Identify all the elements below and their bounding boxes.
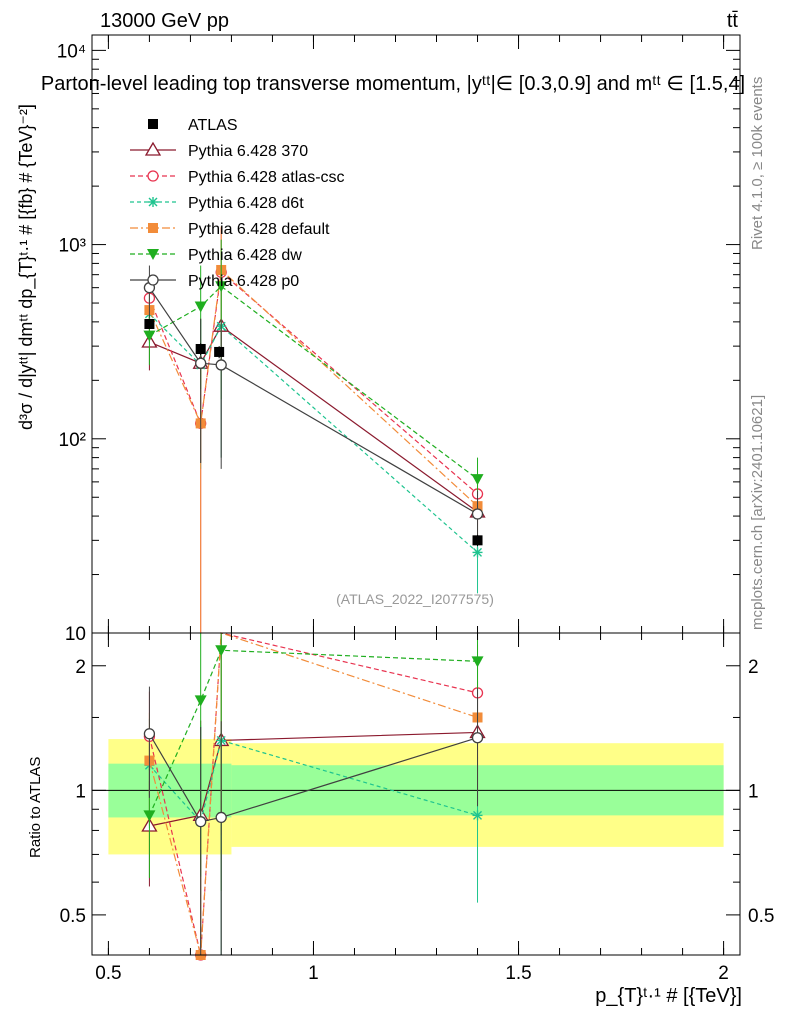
legend-marker-ATLAS: [148, 119, 158, 129]
line-p0: [148, 287, 478, 515]
legend-entry-p370: Pythia 6.428 370: [130, 141, 308, 160]
legend-label-p370: Pythia 6.428 370: [188, 143, 308, 160]
point-p0: [195, 357, 207, 369]
plot-title: Parton-level leading top transverse mome…: [41, 73, 745, 95]
ratio-point-d6t: [472, 810, 483, 821]
point-ATLAS: [144, 319, 155, 330]
point-dw: [143, 330, 156, 342]
legend-label-default: Pythia 6.428 default: [188, 221, 330, 238]
legend-entry-atlascsc: Pythia 6.428 atlas-csc: [130, 169, 345, 186]
xtick-label: 0.5: [95, 963, 121, 984]
legend-marker-p0: [147, 274, 159, 286]
xtick-label: 1.5: [505, 963, 531, 984]
energy-title: 13000 GeV pp: [100, 10, 229, 32]
ratio-point-p0: [471, 732, 484, 744]
ratio-ytick-label: 0.5: [60, 906, 86, 927]
legend: ATLAS Pythia 6.428 370 Pythia 6.428 atlas-…: [130, 117, 345, 290]
point-p0: [215, 359, 227, 371]
ratio-line-p370: [149, 731, 478, 827]
ratio-plot-frame: [91, 632, 741, 956]
series-p370: [141, 277, 486, 547]
legend-entry-p0: Pythia 6.428 p0: [130, 273, 299, 290]
ratio-point-p0: [143, 728, 156, 740]
legend-label-dw: Pythia 6.428 dw: [188, 247, 302, 264]
point-ATLAS: [214, 346, 225, 357]
ratio-ytick-label-right: 1: [748, 781, 759, 802]
ratio-ytick-label-right: 0.5: [748, 906, 774, 927]
main-series-lines: [141, 226, 486, 633]
main-ytick-label: 10: [65, 624, 86, 645]
series-d6t: [144, 277, 483, 594]
main-y-axis-label: d³σ / d|yᵗᵗ| dmᵗᵗ dp_{T}ᵗ·¹ # [{fb} # {T…: [16, 104, 37, 430]
legend-entry-ATLAS: ATLAS: [148, 117, 238, 134]
ratio-series-p0: [143, 686, 484, 955]
point-dw: [194, 301, 207, 313]
x-axis-label: p_{T}ᵗ·¹ # [{TeV}]: [595, 985, 742, 1007]
ratio-line-dw: [148, 649, 478, 816]
rivet-label: Rivet 4.1.0, ≥ 100k events: [749, 77, 766, 250]
point-ATLAS: [472, 535, 483, 546]
main-ytick-label: 10²: [59, 430, 86, 451]
series-ATLAS: [144, 319, 483, 547]
legend-marker-atlascsc: [147, 170, 159, 182]
ratio-line-p0: [148, 733, 478, 823]
point-ATLAS: [195, 343, 206, 354]
point-dw: [215, 281, 228, 293]
legend-marker-p370: [144, 141, 162, 156]
line-default: [148, 268, 478, 507]
legend-marker-d6t: [148, 197, 158, 207]
xtick-label: 1: [308, 963, 319, 984]
ratio-ytick-label: 2: [75, 657, 86, 678]
legend-entry-dw: Pythia 6.428 dw: [130, 247, 302, 264]
legend-entry-d6t: Pythia 6.428 d6t: [130, 195, 304, 212]
ratio-line-d6t: [148, 739, 478, 823]
legend-label-p0: Pythia 6.428 p0: [188, 273, 299, 290]
ratio-point-p0: [195, 816, 207, 828]
ratio-point-dw: [215, 645, 228, 657]
ratio-point-p0: [215, 811, 227, 824]
xtick-label: 2: [718, 963, 729, 984]
ratio-point-dw: [194, 695, 207, 707]
ratio-ytick-label: 1: [75, 781, 86, 802]
ratio-y-axis-label: Ratio to ATLAS: [27, 757, 44, 858]
ratio-line-atlascsc: [148, 632, 478, 956]
line-dw: [149, 285, 478, 480]
main-ytick-label: 10³: [59, 236, 86, 257]
point-dw: [471, 474, 484, 486]
point-p0: [471, 508, 484, 520]
analysis-reference: (ATLAS_2022_I2077575): [336, 591, 494, 607]
legend-label-ATLAS: ATLAS: [188, 117, 238, 134]
axis-ticks: 10 10² 10³ 10⁴ 0.5 0.5 1 1 2 2 0.5 1 1.5 2: [57, 35, 774, 984]
legend-marker-default: [148, 223, 158, 233]
series-p0: [143, 265, 484, 547]
ratio-line-default: [148, 632, 478, 956]
legend-label-d6t: Pythia 6.428 d6t: [188, 195, 304, 212]
ratio-point-dw: [143, 810, 156, 822]
ratio-ytick-label-right: 2: [748, 657, 759, 678]
legend-entry-default: Pythia 6.428 default: [130, 221, 330, 238]
ratio-point-dw: [471, 656, 484, 668]
point-d6t: [472, 547, 483, 558]
mcplots-label: mcplots.cern.ch [arXiv:2401.10621]: [749, 395, 766, 630]
process-title: tt̄: [727, 10, 739, 32]
legend-marker-dw: [147, 249, 159, 260]
legend-label-atlascsc: Pythia 6.428 atlas-csc: [188, 169, 345, 186]
main-ytick-label: 10⁴: [57, 41, 86, 62]
